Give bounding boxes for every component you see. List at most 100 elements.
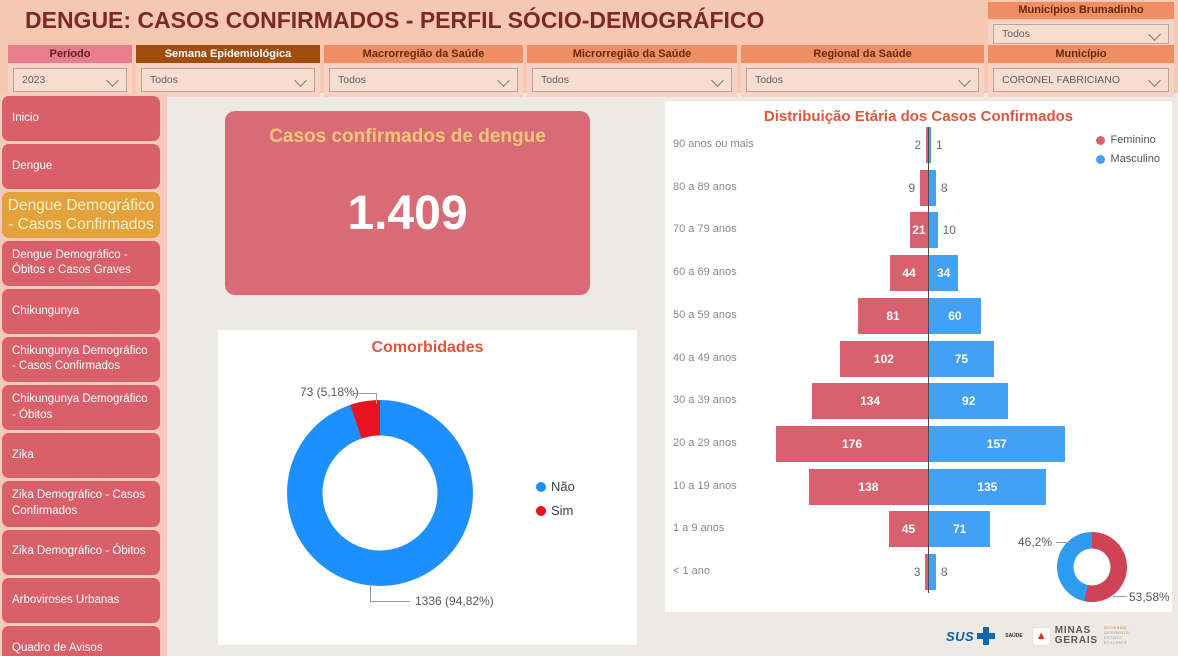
sidebar-item-6[interactable]: Chikungunya Demográfico - Óbitos xyxy=(2,385,160,431)
chevron-down-icon xyxy=(711,74,724,87)
age-group-label: 30 a 39 anos xyxy=(673,394,737,407)
pyramid-bar-masculino[interactable] xyxy=(929,127,931,163)
callout-line xyxy=(376,393,377,404)
legend-item-sim[interactable]: Sim xyxy=(536,503,575,518)
sidebar-item-1[interactable]: Dengue xyxy=(2,144,160,190)
filter-semana-label: Semana Epidemiológica xyxy=(136,45,320,63)
age-group-label: 90 anos ou mais xyxy=(673,138,754,150)
donut-hole xyxy=(1073,548,1111,586)
chevron-down-icon xyxy=(106,74,119,87)
callout-nao: 1336 (94,82%) xyxy=(415,594,494,608)
sidebar-item-2[interactable]: Dengue Demográfico - Casos Confirmados xyxy=(2,192,160,238)
donut-hole xyxy=(322,435,438,551)
callout-line xyxy=(354,393,376,394)
pyramid-axis-line xyxy=(928,127,929,593)
pyramid-bar-feminino[interactable]: 45 xyxy=(889,511,928,548)
filter-periodo-value: 2023 xyxy=(22,74,46,86)
sus-logo: SUS xyxy=(946,628,975,644)
pyramid-bar-feminino[interactable] xyxy=(925,554,928,590)
pyramid-bar-feminino[interactable]: 176 xyxy=(776,425,928,462)
filter-periodo: Período 2023 xyxy=(8,45,132,97)
pyramid-bar-feminino[interactable]: 102 xyxy=(839,340,928,377)
sidebar-item-0[interactable]: Inicio xyxy=(2,96,160,142)
bar-value-masculino: 10 xyxy=(942,223,956,238)
governo-tagline: GOVERNO DIFERENTE. ESTADO EFICIENTE. xyxy=(1103,625,1131,645)
pyramid-plot: 90 anos ou mais 2 1 80 a 89 anos 9 8 70 a 79 a… xyxy=(665,101,1172,612)
kpi-card-casos-confirmados: Casos confirmados de dengue 1.409 xyxy=(225,111,590,295)
pyramid-bar-feminino[interactable]: 81 xyxy=(858,297,928,334)
sidebar: Inicio Dengue Dengue Demográfico - Casos C… xyxy=(2,96,160,656)
chevron-down-icon xyxy=(294,74,307,87)
callout-line xyxy=(1113,596,1127,597)
filter-municipio-dropdown[interactable]: CORONEL FABRICIANO xyxy=(993,68,1169,92)
legend-item-masculino[interactable]: Masculino xyxy=(1096,153,1160,165)
age-group-label: < 1 ano xyxy=(673,565,711,577)
pyramid-bar-feminino[interactable]: 138 xyxy=(808,468,928,505)
kpi-value: 1.409 xyxy=(347,187,468,240)
pyramid-bar-masculino[interactable] xyxy=(929,212,938,249)
pyramid-bar-feminino[interactable]: 134 xyxy=(812,383,928,420)
filter-macrorregiao: Macrorregião da Saúde Todos xyxy=(324,45,523,97)
legend-label-sim: Sim xyxy=(551,503,574,518)
pyramid-bar-feminino[interactable] xyxy=(926,127,928,163)
callout-line xyxy=(370,601,410,602)
filter-regional-label: Regional da Saúde xyxy=(741,45,984,63)
age-group-label: 60 a 69 anos xyxy=(673,266,737,279)
gender-share-donut[interactable] xyxy=(1057,532,1127,602)
sidebar-item-11[interactable]: Quadro de Avisos xyxy=(2,625,160,656)
sidebar-item-10[interactable]: Arboviroses Urbanas xyxy=(2,577,160,623)
comorbidades-donut[interactable] xyxy=(287,400,473,586)
filter-municipios-brumadinho: Municípios Brumadinho Todos xyxy=(988,2,1174,48)
pyramid-bar-masculino[interactable]: 60 xyxy=(929,297,981,334)
filter-microrregiao-dropdown[interactable]: Todos xyxy=(532,68,732,92)
filter-regional-dropdown[interactable]: Todos xyxy=(746,68,979,92)
minas-gerais-logo: MINAS GERAIS xyxy=(1054,625,1098,646)
pyramid-bar-masculino[interactable] xyxy=(929,554,936,590)
pyramid-bar-masculino[interactable]: 34 xyxy=(929,255,959,292)
sidebar-item-4[interactable]: Chikungunya xyxy=(2,288,160,334)
sidebar-item-8[interactable]: Zika Demográfico - Casos Confirmados xyxy=(2,481,160,527)
pyramid-bar-masculino[interactable]: 135 xyxy=(929,468,1046,505)
filter-macrorregiao-value: Todos xyxy=(338,74,367,86)
pyramid-bar-masculino[interactable] xyxy=(929,169,936,206)
chevron-down-icon xyxy=(497,74,510,87)
filter-macrorregiao-dropdown[interactable]: Todos xyxy=(329,68,518,92)
sidebar-item-3[interactable]: Dengue Demográfico - Óbitos e Casos Grav… xyxy=(2,240,160,286)
age-group-label: 40 a 49 anos xyxy=(673,351,737,364)
sidebar-item-7[interactable]: Zika xyxy=(2,433,160,479)
saude-label: SAÚDE xyxy=(1005,633,1023,639)
sus-cross-icon xyxy=(977,627,996,645)
comorbidades-card: Comorbidades 73 (5,18%) 1336 (94,82%) Nã… xyxy=(218,330,637,645)
legend-label-feminino: Feminino xyxy=(1110,134,1156,146)
pyramid-bar-masculino[interactable]: 75 xyxy=(929,340,994,377)
age-group-label: 10 a 19 anos xyxy=(673,479,737,492)
filter-periodo-dropdown[interactable]: 2023 xyxy=(13,68,127,92)
chevron-down-icon xyxy=(1148,28,1161,41)
filter-municipio-label: Município xyxy=(988,45,1174,63)
filter-municipios-brumadinho-label: Municípios Brumadinho xyxy=(988,2,1174,19)
pyramid-bar-feminino[interactable]: 44 xyxy=(890,255,928,292)
legend-item-feminino[interactable]: Feminino xyxy=(1096,134,1160,146)
filter-microrregiao-value: Todos xyxy=(541,74,570,86)
bar-value-masculino: 8 xyxy=(940,565,948,579)
age-group-label: 80 a 89 anos xyxy=(673,180,737,193)
filter-municipios-brumadinho-dropdown[interactable]: Todos xyxy=(993,24,1169,44)
legend-item-nao[interactable]: Não xyxy=(536,479,575,494)
age-group-label: 70 a 79 anos xyxy=(673,223,737,236)
bar-value-feminino: 3 xyxy=(913,565,921,579)
legend-label-nao: Não xyxy=(551,479,575,494)
legend-dot-feminino xyxy=(1096,135,1106,145)
filter-semana-dropdown[interactable]: Todos xyxy=(141,68,315,92)
pyramid-bar-masculino[interactable]: 71 xyxy=(929,511,991,548)
sidebar-item-9[interactable]: Zika Demográfico - Óbitos xyxy=(2,529,160,575)
pyramid-title: Distribuição Etária dos Casos Confirmado… xyxy=(763,108,1074,125)
sidebar-item-5[interactable]: Chikungunya Demográfico - Casos Confirma… xyxy=(2,336,160,383)
pyramid-bar-masculino[interactable]: 157 xyxy=(929,425,1065,462)
filter-semana: Semana Epidemiológica Todos xyxy=(136,45,320,97)
pyramid-bar-feminino[interactable] xyxy=(920,169,928,206)
pyramid-bar-feminino[interactable]: 21 xyxy=(909,212,928,249)
filter-regional-value: Todos xyxy=(755,74,784,86)
callout-line xyxy=(1056,542,1070,543)
pyramid-bar-masculino[interactable]: 92 xyxy=(929,383,1009,420)
filter-municipio: Município CORONEL FABRICIANO xyxy=(988,45,1174,97)
